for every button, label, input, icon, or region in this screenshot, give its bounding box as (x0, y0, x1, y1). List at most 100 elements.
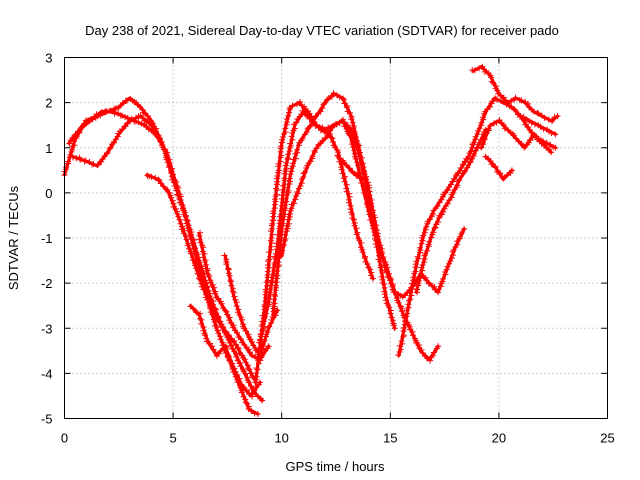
data-point-marker (268, 316, 275, 323)
data-point-marker (355, 150, 362, 157)
data-point-marker (435, 218, 442, 225)
data-point-marker (388, 314, 395, 321)
data-point-marker (530, 108, 537, 115)
data-point-marker (412, 261, 419, 268)
data-point-marker (537, 123, 544, 130)
data-point-marker (535, 110, 542, 117)
data-point-marker (122, 97, 129, 104)
data-point-marker (187, 231, 194, 238)
data-point-marker (379, 269, 386, 276)
data-point-marker (434, 203, 441, 210)
data-point-marker (493, 119, 500, 126)
data-point-marker (456, 177, 463, 184)
data-point-marker (522, 121, 529, 128)
data-point-marker (223, 308, 230, 315)
data-point-marker (245, 331, 252, 338)
data-point-marker (208, 306, 215, 313)
data-point-marker (211, 284, 218, 291)
data-point-marker (398, 308, 405, 315)
data-point-marker (204, 283, 211, 290)
data-point-marker (240, 383, 247, 390)
data-point-marker (398, 338, 405, 345)
data-point-marker (135, 119, 142, 126)
data-point-marker (195, 257, 202, 264)
data-point-marker (410, 281, 417, 288)
data-point-marker (201, 258, 208, 265)
data-point-marker (227, 278, 234, 285)
data-point-marker (319, 137, 326, 144)
series-trace (414, 128, 488, 294)
data-point-marker (299, 107, 306, 114)
data-point-marker (136, 103, 143, 110)
data-point-marker (294, 146, 301, 153)
data-point-marker (425, 280, 432, 287)
data-point-marker (284, 184, 291, 191)
data-point-marker (423, 277, 430, 284)
series-track-17 (478, 117, 555, 156)
data-point-marker (535, 136, 542, 143)
data-point-marker (176, 216, 183, 223)
series-track-11 (277, 116, 398, 332)
data-point-marker (111, 139, 118, 146)
data-point-marker (157, 180, 164, 187)
data-point-marker (254, 366, 261, 373)
data-point-marker (234, 344, 241, 351)
data-point-marker (289, 160, 296, 167)
data-point-marker (377, 258, 384, 265)
data-point-marker (215, 295, 222, 302)
data-point-marker (252, 370, 259, 377)
data-point-marker (259, 321, 266, 328)
data-point-marker (233, 353, 240, 360)
data-point-marker (330, 139, 337, 146)
data-point-marker (289, 136, 296, 143)
data-point-marker (272, 282, 279, 289)
data-point-marker (493, 96, 500, 103)
data-point-marker (403, 313, 410, 320)
data-point-marker (269, 278, 276, 285)
data-point-marker (124, 97, 131, 104)
data-point-marker (140, 109, 147, 116)
series-track-18 (482, 153, 515, 182)
data-point-marker (387, 277, 394, 284)
data-point-marker (378, 273, 385, 280)
data-point-marker (367, 266, 374, 273)
data-point-marker (464, 164, 471, 171)
data-point-marker (217, 347, 224, 354)
data-point-marker (254, 354, 261, 361)
data-point-marker (420, 259, 427, 266)
data-point-marker (269, 220, 276, 227)
data-point-marker (305, 124, 312, 131)
data-point-marker (155, 176, 162, 183)
data-point-marker (157, 135, 164, 142)
data-point-marker (281, 170, 288, 177)
y-tick-label: 0 (45, 186, 52, 201)
data-point-marker (148, 173, 155, 180)
data-point-marker (277, 143, 284, 150)
data-point-marker (361, 255, 368, 262)
data-point-marker (259, 397, 266, 404)
data-point-marker (461, 158, 468, 165)
data-point-marker (539, 138, 546, 145)
data-point-marker (290, 156, 297, 163)
data-point-marker (351, 216, 358, 223)
data-point-marker (276, 262, 283, 269)
data-point-marker (232, 341, 239, 348)
y-tick-label: -3 (41, 321, 53, 336)
data-point-marker (277, 234, 284, 241)
data-point-marker (200, 273, 207, 280)
data-point-marker (500, 175, 507, 182)
series-track-2 (66, 107, 266, 404)
data-point-marker (377, 264, 384, 271)
data-point-marker (286, 175, 293, 182)
data-point-marker (139, 106, 146, 113)
data-point-marker (345, 124, 352, 131)
data-point-marker (463, 155, 470, 162)
data-point-marker (383, 266, 390, 273)
data-point-marker (407, 296, 414, 303)
data-point-marker (526, 137, 533, 144)
data-point-marker (327, 127, 334, 134)
data-point-marker (212, 290, 219, 297)
data-point-marker (343, 161, 350, 168)
series-trace (484, 155, 514, 181)
data-point-marker (204, 267, 211, 274)
